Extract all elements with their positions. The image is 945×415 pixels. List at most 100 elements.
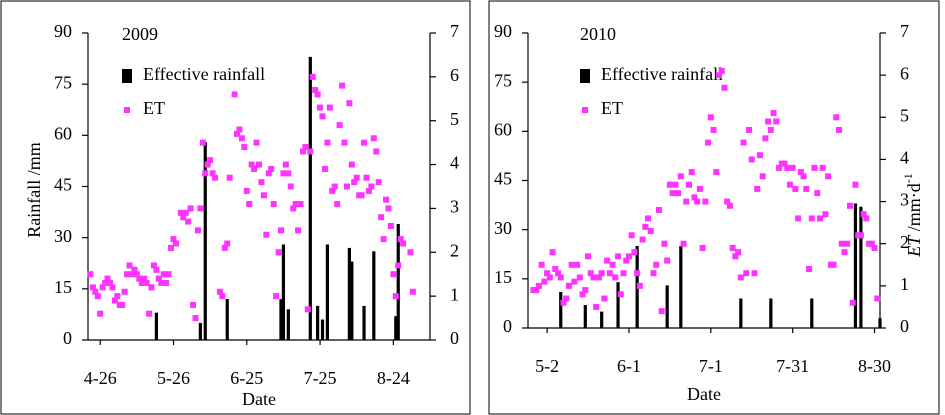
et-point bbox=[800, 173, 807, 180]
et-point bbox=[348, 161, 355, 168]
y-tick-label: 45 bbox=[54, 175, 72, 195]
et-point bbox=[180, 214, 187, 221]
rain-bar bbox=[154, 312, 158, 340]
et-point bbox=[836, 126, 843, 133]
rain-bar bbox=[316, 305, 320, 340]
et-point bbox=[672, 181, 679, 188]
et-point bbox=[617, 291, 624, 298]
et-point bbox=[353, 174, 360, 181]
y-tick-label: 15 bbox=[494, 267, 512, 287]
et-point bbox=[160, 271, 167, 278]
et-point bbox=[280, 170, 287, 177]
et-point bbox=[590, 274, 597, 281]
et-point bbox=[705, 139, 712, 146]
et-point bbox=[538, 261, 545, 268]
et-point bbox=[258, 179, 265, 186]
et-point bbox=[287, 183, 294, 190]
et-point bbox=[282, 161, 289, 168]
y-tick-label: 15 bbox=[54, 277, 72, 297]
et-point bbox=[814, 190, 821, 197]
et-point bbox=[334, 201, 341, 208]
et-point bbox=[816, 215, 823, 222]
et-point bbox=[585, 253, 592, 260]
et-point bbox=[87, 271, 94, 278]
x-tick-label: 4-26 bbox=[84, 368, 117, 388]
rain-bar bbox=[665, 285, 669, 328]
et-point bbox=[871, 244, 878, 251]
et-point bbox=[275, 249, 282, 256]
et-point bbox=[702, 198, 709, 205]
et-point bbox=[699, 244, 706, 251]
et-point bbox=[541, 278, 548, 285]
et-point bbox=[361, 139, 368, 146]
legend-label: ET bbox=[143, 98, 165, 118]
et-point bbox=[598, 270, 605, 277]
et-point bbox=[307, 148, 314, 155]
et-point bbox=[148, 284, 155, 291]
et-point bbox=[136, 275, 143, 282]
et-point bbox=[811, 164, 818, 171]
et-point bbox=[707, 114, 714, 121]
et-point bbox=[557, 274, 564, 281]
y2-tick-label: 1 bbox=[450, 284, 459, 304]
et-point bbox=[773, 118, 780, 125]
et-point bbox=[106, 279, 113, 286]
et-point bbox=[552, 266, 559, 272]
y-tick-label: 0 bbox=[63, 328, 72, 348]
et-point bbox=[721, 84, 728, 91]
legend-swatch bbox=[122, 69, 132, 83]
et-point bbox=[789, 164, 796, 171]
et-point bbox=[209, 170, 216, 177]
et-point bbox=[192, 315, 199, 322]
et-point bbox=[321, 165, 328, 172]
et-point bbox=[549, 249, 556, 256]
et-point bbox=[172, 240, 179, 247]
y2-tick-label: 6 bbox=[900, 63, 909, 83]
et-point bbox=[102, 279, 109, 286]
y2-tick-label: 3 bbox=[900, 190, 909, 210]
rain-bar bbox=[347, 247, 351, 340]
et-point bbox=[688, 169, 695, 176]
y-tick-label: 30 bbox=[494, 218, 512, 238]
legend-label: ET bbox=[601, 98, 623, 118]
et-point bbox=[563, 295, 570, 302]
et-point bbox=[234, 130, 241, 137]
et-point bbox=[726, 202, 733, 209]
y2-axis-label-part: ET bbox=[904, 234, 924, 258]
et-point bbox=[295, 227, 302, 234]
et-point bbox=[806, 266, 813, 272]
et-point bbox=[762, 135, 769, 142]
et-point bbox=[339, 82, 346, 89]
et-point bbox=[126, 262, 133, 269]
et-point bbox=[634, 270, 641, 277]
panel-frame bbox=[0, 0, 471, 415]
y2-tick-label: 4 bbox=[450, 153, 459, 173]
panel-title: 2010 bbox=[580, 24, 616, 44]
rain-bar bbox=[616, 282, 620, 328]
et-point bbox=[615, 253, 622, 260]
et-point bbox=[661, 240, 668, 247]
et-point bbox=[378, 214, 385, 221]
et-point bbox=[290, 205, 297, 212]
et-point bbox=[795, 215, 802, 222]
rain-bar bbox=[320, 319, 325, 340]
et-point bbox=[226, 174, 233, 181]
et-point bbox=[677, 173, 684, 180]
et-point bbox=[863, 215, 870, 222]
legend-swatch bbox=[580, 69, 590, 83]
et-point bbox=[860, 211, 867, 218]
et-point bbox=[89, 284, 96, 291]
et-point bbox=[718, 67, 725, 74]
et-point bbox=[341, 139, 348, 146]
et-point bbox=[351, 179, 358, 186]
et-point bbox=[270, 201, 277, 208]
et-point bbox=[852, 181, 859, 188]
et-point bbox=[99, 284, 106, 291]
y2-tick-label: 0 bbox=[450, 328, 459, 348]
et-point bbox=[383, 196, 390, 203]
y-tick-label: 45 bbox=[494, 169, 512, 189]
et-point bbox=[612, 274, 619, 281]
x-tick-label: 8-24 bbox=[377, 368, 410, 388]
et-point bbox=[263, 231, 270, 238]
rain-bar bbox=[559, 291, 563, 328]
